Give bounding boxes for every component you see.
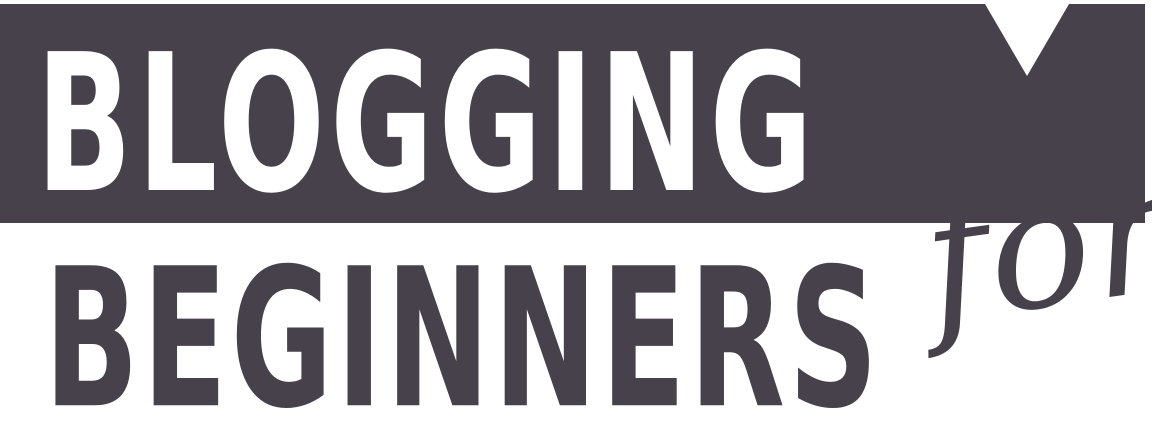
banner-notch [985,4,1069,76]
logo-word-beginners: BEGINNERS [44,228,882,448]
banner-background [0,4,1145,223]
logo-word-for: for [912,131,1152,363]
logo-word-blogging: BLOGGING [36,14,818,236]
